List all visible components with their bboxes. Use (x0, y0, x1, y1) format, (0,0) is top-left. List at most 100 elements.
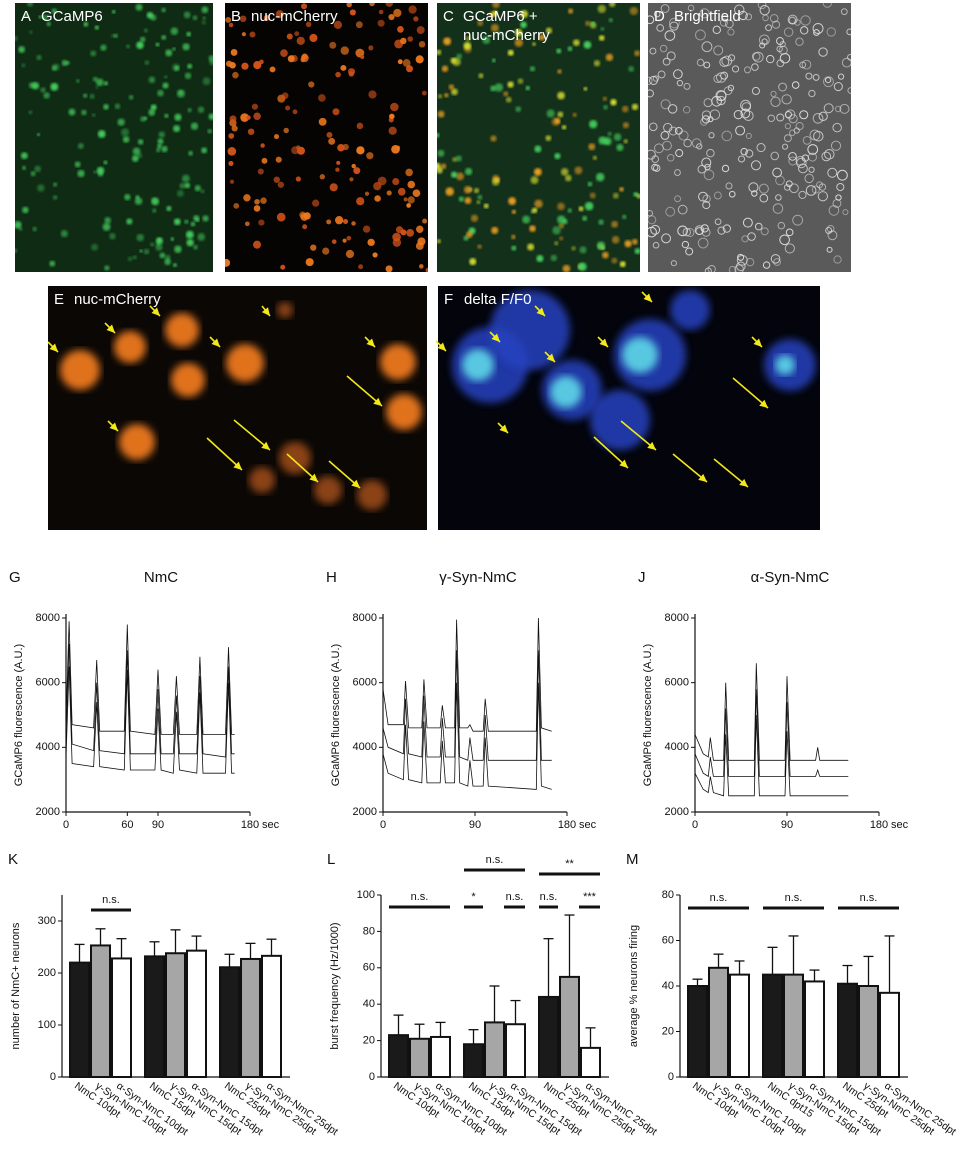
cell (148, 108, 156, 116)
cell (478, 73, 484, 79)
cell (456, 53, 463, 60)
y-tick-label: 60 (662, 934, 674, 946)
cell (842, 209, 849, 216)
nucleus (119, 424, 155, 460)
cell (164, 258, 171, 266)
cell (812, 73, 820, 81)
panel-letter: G (9, 569, 21, 586)
cell (759, 42, 766, 49)
cell (721, 130, 733, 142)
cell (482, 36, 491, 44)
significance-label: n.s. (411, 891, 429, 903)
cell (579, 246, 587, 254)
cell (793, 127, 800, 134)
cell (490, 85, 497, 92)
cell (193, 244, 199, 250)
active-cell (775, 355, 795, 375)
cell (751, 86, 760, 96)
cell (605, 53, 614, 62)
bar (804, 980, 825, 1079)
cell (554, 241, 559, 246)
cell (558, 222, 565, 229)
cell (150, 242, 155, 247)
cell (369, 3, 375, 7)
cell (649, 122, 658, 132)
cell (20, 152, 28, 160)
bar (186, 949, 207, 1079)
cell (201, 20, 206, 25)
cell (200, 189, 205, 194)
cell (437, 49, 442, 56)
cell (254, 198, 260, 205)
cell (355, 21, 363, 29)
cell (776, 37, 784, 45)
nucleus (249, 467, 275, 493)
cell (295, 176, 301, 182)
cell (300, 54, 309, 63)
cell (157, 89, 164, 97)
cell (202, 215, 209, 222)
cell (497, 31, 502, 36)
cell (678, 130, 689, 141)
cell (15, 221, 22, 229)
cell (91, 243, 99, 251)
cell (309, 33, 318, 43)
cell (407, 196, 415, 204)
cell (194, 185, 201, 192)
cell (422, 218, 428, 224)
cell (312, 199, 320, 207)
y-tick-label: 8000 (665, 612, 689, 624)
cell (15, 248, 18, 253)
cell (825, 226, 833, 234)
cell (275, 10, 284, 19)
cell (762, 261, 771, 269)
cell (36, 54, 42, 61)
cell (43, 92, 50, 99)
cell (156, 147, 161, 153)
cell (407, 180, 416, 189)
cell (22, 206, 29, 214)
cell (776, 45, 783, 53)
cell (813, 29, 820, 36)
cell (557, 91, 565, 100)
cell (190, 122, 199, 130)
cell (452, 157, 457, 162)
cell (775, 194, 782, 201)
cell (263, 14, 270, 21)
y-tick-label: 300 (38, 915, 56, 927)
cell (557, 69, 562, 74)
cell (771, 20, 781, 29)
cell (121, 128, 130, 137)
x-tick-label: 90 (152, 819, 164, 831)
cell (406, 229, 414, 237)
cell (529, 225, 536, 232)
cell (557, 215, 566, 224)
cell (340, 46, 349, 55)
cell (28, 82, 35, 89)
cell (590, 21, 595, 26)
cell (836, 169, 848, 181)
cell (450, 57, 457, 64)
cell (807, 152, 817, 162)
cell (652, 75, 660, 82)
cell (583, 86, 588, 91)
cell (273, 176, 280, 183)
nucleus (279, 442, 311, 474)
cell (559, 236, 564, 241)
cell (785, 228, 794, 237)
cell (229, 62, 236, 69)
cell (536, 254, 544, 263)
cell (741, 235, 749, 243)
cell (719, 57, 730, 67)
cell (104, 265, 110, 271)
cell (573, 39, 580, 47)
cell (161, 35, 167, 40)
cell (340, 64, 347, 71)
cell (251, 103, 259, 110)
arrow-head (753, 338, 762, 347)
cell (696, 58, 705, 67)
cell (743, 66, 752, 74)
cell (602, 96, 607, 101)
cell (589, 120, 598, 129)
cell (301, 3, 308, 10)
